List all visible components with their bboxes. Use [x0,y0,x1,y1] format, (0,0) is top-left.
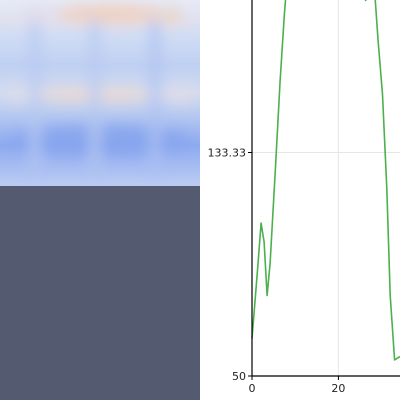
series-line [364,0,400,361]
series-line [251,0,287,339]
x-tick-label: 0 [249,382,256,395]
x-tick-label: 20 [331,382,345,395]
y-tick-label: 50 [232,370,246,383]
render-view[interactable] [0,0,200,186]
empty-view-pane[interactable] [0,186,200,400]
chart-axes [248,0,400,380]
line-chart-view[interactable]: 0204050133.33 [200,0,400,400]
line-chart: 0204050133.33 [208,0,400,395]
contour-render-image [0,0,200,186]
chart-series-layer [251,0,400,361]
y-tick-label: 133.33 [208,146,247,159]
chart-tick-labels: 0204050133.33 [208,146,346,395]
